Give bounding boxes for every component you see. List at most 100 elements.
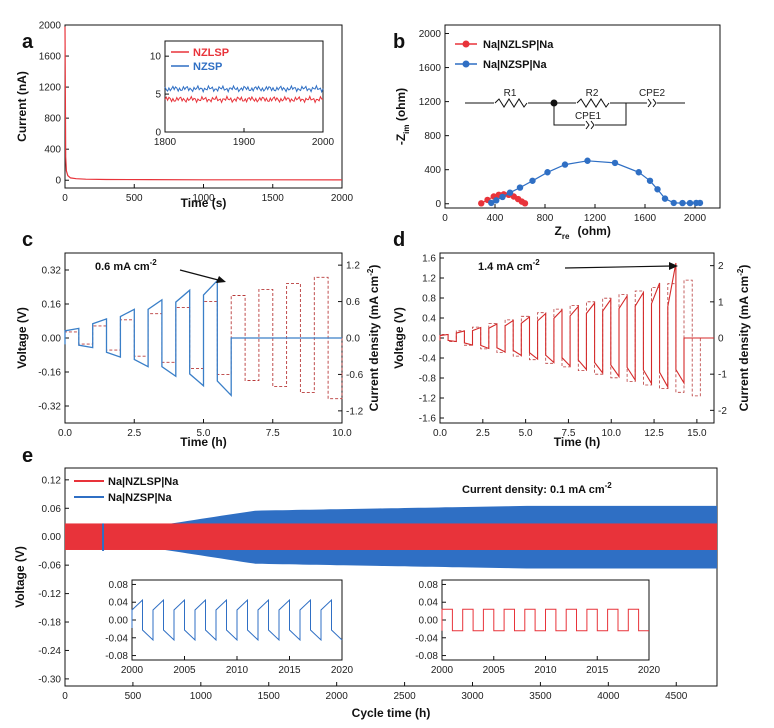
panel-d-y2tick-label: -2 <box>718 406 727 417</box>
panel-e-inset-1-ytick-label: 0.08 <box>419 580 439 591</box>
panel-a-inset-series-nzsp <box>164 84 324 94</box>
panel-d-xtick-label: 5.0 <box>519 428 533 439</box>
panel-b-legend-nzlsp: Na|NZLSP|Na <box>483 39 554 51</box>
panel-d-annotation: 1.4 mA cm-2 <box>478 258 540 273</box>
panel-a-ytick-label: 800 <box>44 114 61 125</box>
cpe2-symbol-plate2 <box>652 98 657 108</box>
panel-e-xtick-label: 500 <box>125 691 142 702</box>
panel-c-annotation-arrowhead <box>216 276 226 283</box>
panel-b-xtick-label: 1600 <box>634 213 657 224</box>
cpe2-symbol-bg <box>647 98 657 108</box>
panel-e-inset-1-xtick-label: 2005 <box>483 665 506 676</box>
panel-e-xtick-label: 1000 <box>190 691 213 702</box>
panel-d-y2tick-label: 1 <box>718 297 724 308</box>
panel-a-inset-xtick-label: 1900 <box>233 137 256 148</box>
panel-c-xtick-label: 10.0 <box>332 428 352 439</box>
panel-e-inset-1-xtick-label: 2020 <box>638 665 661 676</box>
panel-d-xtick-label: 0.0 <box>433 428 447 439</box>
cpe2-symbol-plate1 <box>647 98 652 108</box>
panel-d-y2tick-label: -1 <box>718 370 727 381</box>
panel-d-ytick-label: -1.2 <box>419 394 437 405</box>
panel-c-xtick-label: 2.5 <box>127 428 141 439</box>
panel-e-xtick-label: 4000 <box>597 691 620 702</box>
panel-c-xtick-label: 5.0 <box>197 428 211 439</box>
panel-b-point-nzsp <box>686 199 694 207</box>
panel-d-ytick-label: 0.0 <box>422 334 436 345</box>
panel-e-legend-nzlsp: Na|NZLSP|Na <box>108 476 179 488</box>
panel-b-point-nzsp <box>584 157 591 164</box>
panel-c-ylabel: Voltage (V) <box>15 307 29 369</box>
panel-b-point-nzsp <box>611 159 619 167</box>
panel-a-ytick-label: 1600 <box>39 52 62 63</box>
panel-b-legend-marker-nzlsp <box>462 40 470 48</box>
panel-d-xtick-label: 12.5 <box>644 428 664 439</box>
circuit-label-cpe1: CPE1 <box>575 111 602 122</box>
panel-e-xlabel: Cycle time (h) <box>352 706 431 720</box>
panel-e-ytick-label: 0.00 <box>42 532 62 543</box>
panel-e-inset-0-xtick-label: 2005 <box>173 665 196 676</box>
panel-a-xlabel: Time (s) <box>181 196 227 210</box>
panel-d-y2tick-label: 0 <box>718 334 724 345</box>
panel-e-xtick-label: 2000 <box>326 691 349 702</box>
circuit-label-r2: R2 <box>586 88 599 99</box>
panel-c-voltage-trace <box>64 278 342 398</box>
panel-a-inset-ytick-label: 10 <box>150 52 162 63</box>
panel-d-annotation-arrowhead <box>669 262 678 270</box>
panel-d-xtick-label: 15.0 <box>687 428 707 439</box>
panel-d-xtick-label: 10.0 <box>602 428 622 439</box>
panel-a-inset-ytick-label: 0 <box>155 128 161 139</box>
panel-a-ytick-label: 400 <box>44 145 61 156</box>
panel-c-ytick-label: -0.32 <box>38 402 61 413</box>
panel-d-annotation-arrow <box>564 265 673 269</box>
panel-b-point-nzsp <box>670 199 677 207</box>
panel-b-xlabel-unit: (ohm) <box>578 224 611 238</box>
panel-b-ytick-label: 800 <box>424 131 441 142</box>
panel-a-inset-xtick-label: 1800 <box>154 137 177 148</box>
panel-c-ytick-label: 0.00 <box>42 334 62 345</box>
panel-b-xlabel: Zre <box>555 224 570 241</box>
panel-a-inset-series-nzlsp <box>164 95 324 104</box>
panel-b-xtick-label: 2000 <box>684 213 707 224</box>
panel-e-inset-1-xtick-label: 2010 <box>534 665 557 676</box>
panel-a-xtick-label: 0 <box>62 193 68 204</box>
panel-e-inset-1-ytick-label: -0.04 <box>415 633 438 644</box>
panel-label-c: c <box>22 229 33 251</box>
panel-b-legend-nzsp: Na|NZSP|Na <box>483 59 547 71</box>
panel-b-point-nzsp <box>679 199 686 207</box>
panel-d-y2label: Current density (mA cm-2) <box>736 265 751 412</box>
panel-e-xtick-label: 2500 <box>393 691 416 702</box>
panel-e-inset-0-ytick-label: -0.08 <box>105 651 128 662</box>
panel-e-inset-1-ytick-label: -0.08 <box>415 651 438 662</box>
panel-a-legend-nzlsp: NZLSP <box>193 47 229 59</box>
panel-e-inset-0-xtick-label: 2000 <box>121 665 144 676</box>
panel-e-inset-1-ytick-label: 0.00 <box>419 616 439 627</box>
panel-b-point-nzlsp <box>478 200 485 207</box>
panel-e-inset-series-nzlsp <box>441 608 649 632</box>
panel-d-xlabel: Time (h) <box>554 435 600 449</box>
panel-e-inset-0-ytick-label: 0.00 <box>109 616 129 627</box>
panel-c-y2tick-label: 1.2 <box>346 261 360 272</box>
panel-e-inset-0-ytick-label: 0.04 <box>109 598 129 609</box>
panel-label-d: d <box>393 229 405 251</box>
panel-b-point-nzsp <box>635 169 642 176</box>
panel-e-xtick-label: 4500 <box>665 691 688 702</box>
panel-b-point-nzsp <box>661 195 669 202</box>
panel-d-ytick-label: -0.8 <box>419 374 437 385</box>
panel-e-ytick-label: 0.06 <box>42 504 62 515</box>
panel-c-xtick-label: 7.5 <box>266 428 280 439</box>
panel-a-xtick-label: 1000 <box>192 193 215 204</box>
panel-a-ylabel: Current (nA) <box>15 71 29 142</box>
resistor-r2 <box>576 98 610 108</box>
panel-a-xtick-label: 500 <box>126 193 143 204</box>
panel-e-ytick-label: -0.18 <box>38 618 61 629</box>
panel-e-xtick-label: 3000 <box>461 691 484 702</box>
panel-e-ytick-label: -0.24 <box>38 646 61 657</box>
panel-e-ylabel: Voltage (V) <box>13 546 27 608</box>
panel-e-inset-0-ytick-label: -0.04 <box>105 633 128 644</box>
panel-b-point-nzsp <box>488 199 495 207</box>
panel-b-ytick-label: 400 <box>424 165 441 176</box>
panel-e-xtick-label: 0 <box>62 691 68 702</box>
panel-c-annotation: 0.6 mA cm-2 <box>95 258 157 273</box>
panel-b-xtick-label: 1200 <box>584 213 607 224</box>
panel-d-xtick-label: 7.5 <box>561 428 575 439</box>
